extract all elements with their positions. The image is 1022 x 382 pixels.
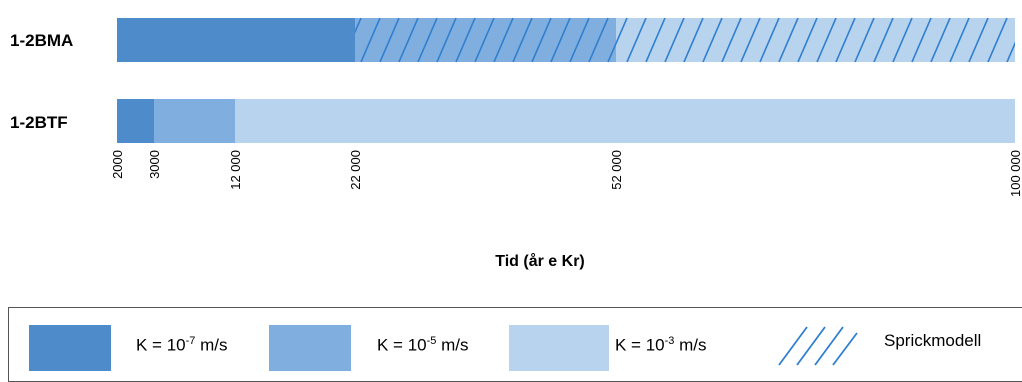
x-tick-label: 3000 — [147, 150, 162, 179]
legend-label-k7: K = 10-7 m/s — [136, 335, 228, 355]
legend-label-sprickmodell: Sprickmodell — [884, 331, 982, 350]
legend-label-k5: K = 10-5 m/s — [377, 335, 469, 355]
bar-1-2bma-segment-0 — [117, 18, 355, 62]
x-tick-label: 12 000 — [228, 150, 243, 190]
legend: K = 10-7 m/s K = 10-5 m/s K = 10-3 m/s S… — [8, 307, 1022, 382]
legend-swatch-k3 — [509, 325, 609, 371]
legend-swatch-k5 — [269, 325, 351, 371]
row-label-1-2bma: 1-2BMA — [10, 31, 73, 50]
legend-swatch-hatch — [778, 326, 858, 366]
bar-1-2btf-segment-0 — [117, 99, 154, 143]
bar-1-2btf-segment-1 — [154, 99, 235, 143]
bar-1-2btf-segment-2 — [235, 99, 1015, 143]
bars-group — [117, 18, 1015, 143]
x-tick-label: 100 000 — [1008, 150, 1022, 197]
x-tick-label: 52 000 — [609, 150, 624, 190]
legend-label-k3: K = 10-3 m/s — [615, 335, 707, 355]
hatch-1-2bma-segment-2 — [616, 18, 1015, 62]
x-tick-label: 2000 — [110, 150, 125, 179]
x-axis-title: Tid (år e Kr) — [495, 252, 585, 270]
x-tick-label: 22 000 — [348, 150, 363, 190]
row-label-1-2btf: 1-2BTF — [10, 113, 68, 132]
timeline-chart: 2000 3000 12 000 22 000 52 000 100 000 1-2BMA… — [10, 18, 1022, 270]
legend-swatch-k7 — [29, 325, 111, 371]
tick-labels-group: 2000 3000 12 000 22 000 52 000 100 000 — [110, 150, 1022, 197]
hatch-1-2bma-segment-1 — [355, 18, 616, 62]
